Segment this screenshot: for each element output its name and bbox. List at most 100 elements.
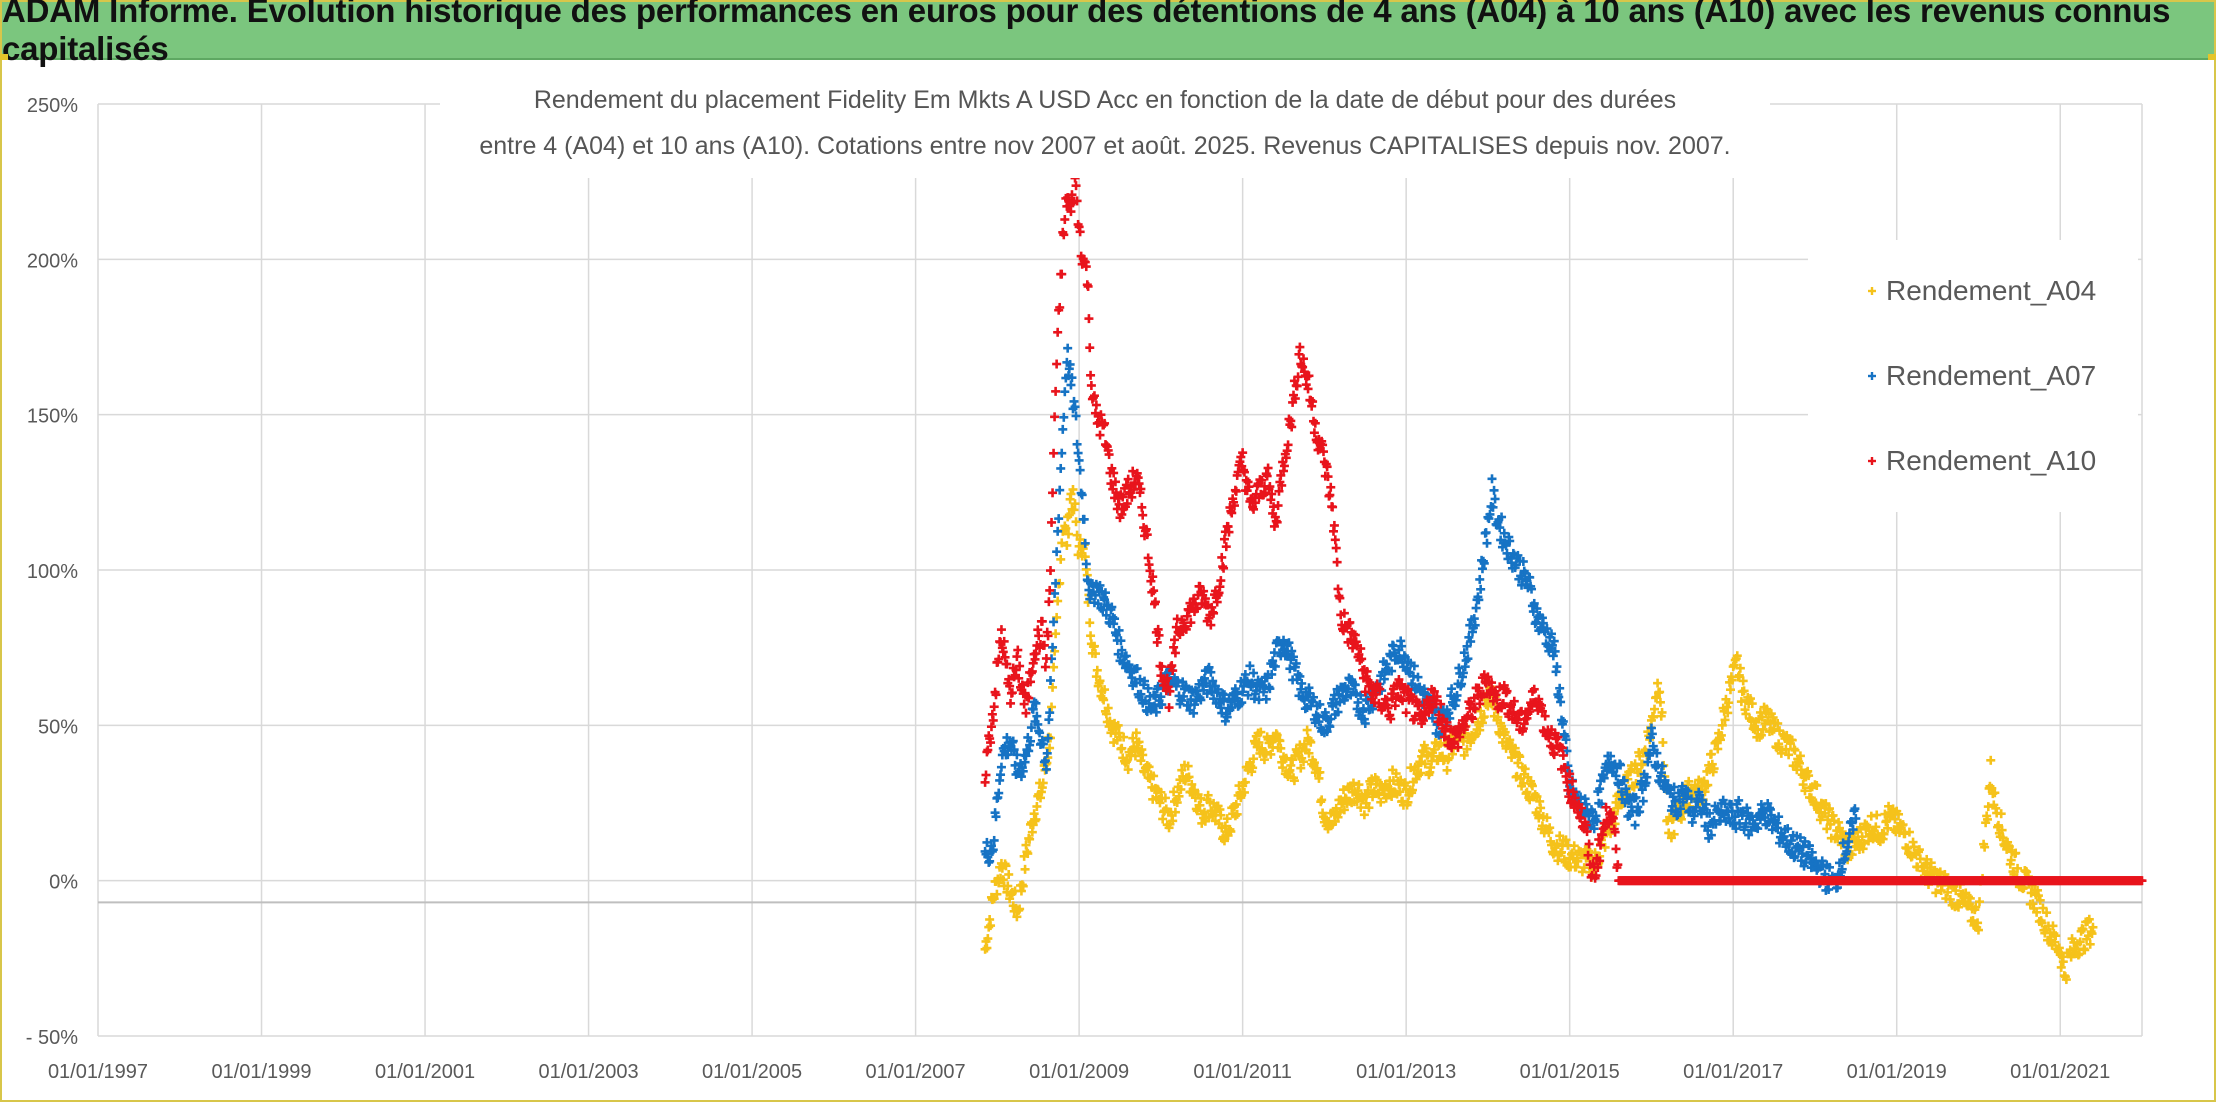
data-point xyxy=(986,921,996,931)
data-point xyxy=(989,702,999,712)
data-point xyxy=(1569,841,1579,851)
x-tick-label: 01/01/2003 xyxy=(539,1061,639,1083)
data-point xyxy=(1254,738,1264,748)
data-point xyxy=(1146,576,1156,586)
data-point xyxy=(1552,662,1562,672)
data-point xyxy=(1630,820,1640,830)
data-point xyxy=(1131,728,1141,738)
data-point xyxy=(1051,629,1061,639)
data-point xyxy=(1249,754,1259,764)
data-point xyxy=(1018,881,1028,891)
data-point xyxy=(1051,386,1061,396)
data-point xyxy=(1168,816,1178,826)
data-point xyxy=(1138,750,1148,760)
x-tick-label: 01/01/2015 xyxy=(1520,1061,1620,1083)
data-point xyxy=(1331,543,1341,553)
data-point xyxy=(1309,428,1319,438)
data-point xyxy=(1031,814,1041,824)
y-tick-label: 150% xyxy=(27,406,78,428)
x-tick-label: 01/01/1997 xyxy=(48,1061,148,1083)
data-point xyxy=(1339,805,1349,815)
data-point xyxy=(1057,538,1067,548)
data-point xyxy=(981,770,991,780)
data-point xyxy=(1296,763,1306,773)
data-point xyxy=(1325,490,1335,500)
y-tick-label: - 50% xyxy=(26,1027,78,1049)
data-point xyxy=(1790,745,1800,755)
data-point xyxy=(1986,755,1996,765)
data-point xyxy=(1063,529,1073,539)
data-point xyxy=(1263,463,1273,473)
data-point xyxy=(1461,656,1471,666)
data-point xyxy=(1555,683,1565,693)
data-point xyxy=(1475,574,1485,584)
data-point xyxy=(1376,797,1386,807)
data-point xyxy=(1219,563,1229,573)
data-point xyxy=(1085,618,1095,628)
data-point xyxy=(1571,862,1581,872)
data-point xyxy=(1295,342,1305,352)
data-point xyxy=(1176,784,1186,794)
data-point xyxy=(1348,778,1358,788)
data-point xyxy=(1045,743,1055,753)
data-point xyxy=(1354,780,1364,790)
data-point xyxy=(1364,803,1374,813)
data-point xyxy=(1522,787,1532,797)
data-point xyxy=(1086,380,1096,390)
data-point xyxy=(1309,758,1319,768)
data-point xyxy=(1335,807,1345,817)
data-point xyxy=(1330,535,1340,545)
data-point xyxy=(1070,499,1080,509)
data-point xyxy=(1099,695,1109,705)
data-point xyxy=(1549,750,1559,760)
data-point xyxy=(1072,439,1082,449)
data-point xyxy=(1056,463,1066,473)
data-point xyxy=(1057,448,1067,458)
data-point xyxy=(1232,809,1242,819)
data-point xyxy=(1134,737,1144,747)
data-point xyxy=(1278,763,1288,773)
data-point xyxy=(1187,779,1197,789)
data-point xyxy=(1049,662,1059,672)
x-tick-label: 01/01/2017 xyxy=(1683,1061,1783,1083)
data-point xyxy=(1149,771,1159,781)
data-point xyxy=(1157,662,1167,672)
chart-title-block: Rendement du placement Fidelity Em Mkts … xyxy=(440,60,1770,178)
data-point xyxy=(1415,757,1425,767)
points-layer xyxy=(980,173,2147,985)
data-point xyxy=(1170,648,1180,658)
data-point xyxy=(1333,812,1343,822)
data-point xyxy=(1172,798,1182,808)
data-point xyxy=(1216,810,1226,820)
chart-title-background xyxy=(440,60,1770,178)
data-point xyxy=(1447,684,1457,694)
data-point xyxy=(1489,485,1499,495)
data-point xyxy=(1053,596,1063,606)
data-point xyxy=(1170,807,1180,817)
data-point xyxy=(1326,482,1336,492)
data-point xyxy=(1487,474,1497,484)
x-tick-label: 01/01/1999 xyxy=(211,1061,311,1083)
data-point xyxy=(1023,849,1033,859)
x-tick-label: 01/01/2005 xyxy=(702,1061,802,1083)
data-point xyxy=(1306,737,1316,747)
data-point xyxy=(1084,314,1094,324)
scatter-chart: 250% 200% 150% 100% 50% 0% - 50% 01/01/1997 01/0… xyxy=(26,60,2147,1083)
data-point xyxy=(1329,520,1339,530)
data-point xyxy=(1075,465,1085,475)
data-point xyxy=(1085,343,1095,353)
data-point xyxy=(1289,776,1299,786)
data-point xyxy=(1060,215,1070,225)
data-point xyxy=(1285,664,1295,674)
data-point xyxy=(1086,370,1096,380)
legend-label: Rendement_A04 xyxy=(1886,275,2096,306)
data-point xyxy=(1356,803,1366,813)
y-tick-label: 200% xyxy=(27,250,78,272)
chart-area: 250% 200% 150% 100% 50% 0% - 50% 01/01/1997 01/0… xyxy=(0,60,2216,1102)
data-point xyxy=(1006,698,1016,708)
data-point xyxy=(1090,649,1100,659)
report-banner: ADAM Informe. Evolution historique des p… xyxy=(2,0,2214,67)
data-point xyxy=(1203,790,1213,800)
data-point xyxy=(1074,455,1084,465)
